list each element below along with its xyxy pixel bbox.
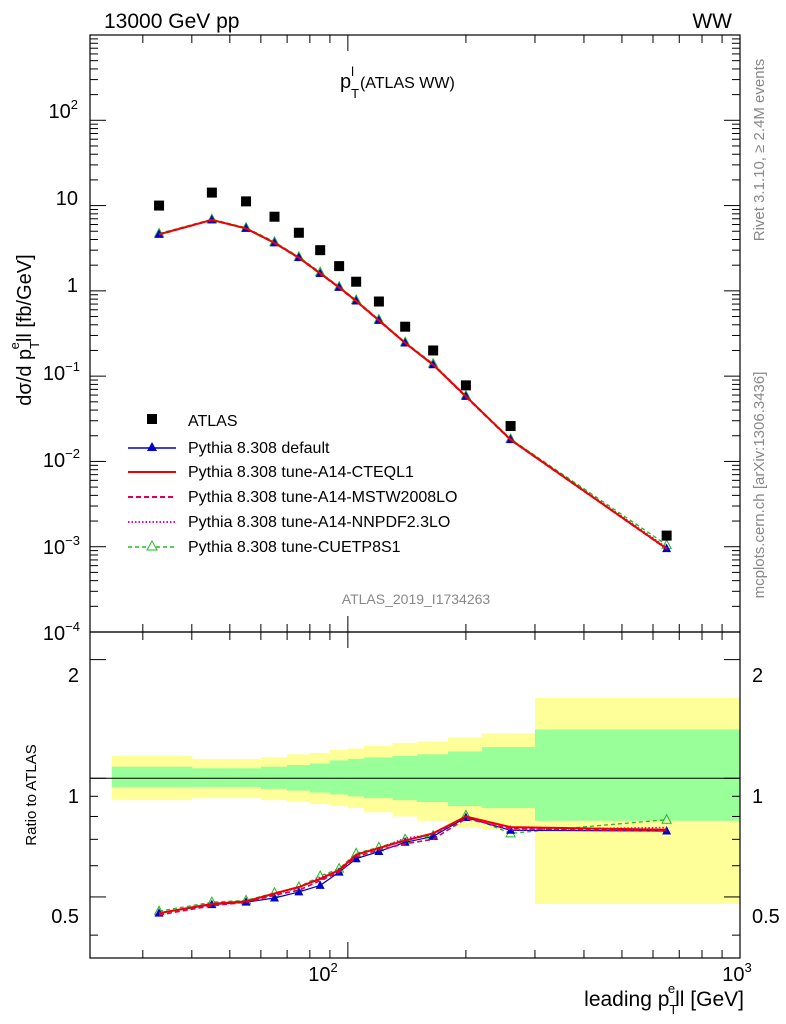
mcplots-label: mcplots.cern.ch [arXiv:1306.3436]: [751, 372, 768, 599]
ratio-band-green: [482, 747, 536, 809]
ratio-band-green: [111, 766, 193, 788]
ratio-tick-left-2: 2: [68, 665, 79, 687]
atlas-data-point: [661, 530, 672, 541]
x-tick-label-1000: 103: [722, 960, 751, 986]
legend-marker-default: [147, 442, 157, 451]
y-tick-label-100: 102: [49, 97, 78, 123]
atlas-data-point: [505, 421, 516, 432]
ratio-series-line: [158, 815, 667, 915]
main-title: pTl(ATLAS WW): [340, 64, 455, 101]
legend-marker-cuetp8s1: [146, 539, 158, 551]
atlas-data-point: [351, 276, 362, 287]
x-tick-labels: 102 103: [308, 960, 751, 986]
energy-label: 13000 GeV pp: [104, 10, 239, 33]
ratio-series-marker: [269, 892, 279, 902]
main-y-tick-labels: 102 10 1 10−1 10−2 10−3 10−4: [43, 97, 80, 645]
atlas-data-point: [334, 261, 345, 272]
ratio-band-green: [191, 768, 231, 788]
ratio-plot-frame: [89, 631, 741, 959]
main-y-axis-label: dσ/d pTell [fb/GeV]: [7, 254, 42, 405]
ratio-tick-right-2: 2: [752, 665, 763, 687]
y-tick-label-1: 1: [67, 275, 78, 297]
ratio-band-green: [347, 758, 365, 797]
legend-label-default: Pythia 8.308 default: [188, 440, 330, 457]
atlas-data-point: [400, 321, 411, 332]
atlas-data-point: [206, 187, 217, 198]
y-tick-label-0.01: 10−2: [43, 446, 80, 472]
atlas-data-point: [241, 196, 252, 207]
atlas-data-point: [269, 211, 280, 222]
atlas-data-point: [428, 345, 439, 356]
ratio-series-marker: [374, 846, 384, 855]
y-tick-label-0.0001: 10−4: [43, 619, 80, 645]
atlas-data-point: [373, 296, 384, 307]
ratio-band-green: [229, 768, 262, 788]
ratio-series-marker: [315, 880, 325, 889]
ratio-series-marker: [506, 825, 516, 834]
x-tick-label-100: 102: [308, 960, 337, 986]
ratio-y-axis-label: Ratio to ATLAS: [23, 744, 40, 845]
legend-label-cteql1: Pythia 8.308 tune-A14-CTEQL1: [188, 464, 414, 481]
x-axis-label: leading pTell [GeV]: [584, 981, 744, 1017]
ratio-tick-left-0.5: 0.5: [51, 906, 79, 928]
ratio-y-tick-labels: 2 1 0.5 2 1 0.5: [51, 665, 780, 928]
legend-label-atlas: ATLAS: [188, 413, 238, 430]
atlas-data-point: [460, 380, 471, 391]
ratio-tick-right-1: 1: [752, 786, 763, 808]
y-tick-label-0.1: 10−1: [43, 359, 80, 385]
ratio-band-green: [329, 760, 349, 795]
ratio-tick-left-1: 1: [68, 786, 79, 808]
ratio-series-marker: [662, 825, 672, 835]
atlas-data-point: [315, 245, 326, 256]
ratio-series-marker: [661, 813, 672, 824]
main-series-line: [158, 218, 668, 550]
atlas-data-point: [154, 200, 165, 211]
ratio-tick-right-0.5: 0.5: [752, 906, 780, 928]
plot-marks: [89, 34, 741, 959]
legend-label-cuetp8s1: Pythia 8.308 tune-CUETP8S1: [188, 539, 401, 556]
ratio-series-marker: [294, 886, 304, 896]
legend-label-mstw: Pythia 8.308 tune-A14-MSTW2008LO: [188, 489, 457, 506]
legend: ATLAS Pythia 8.308 default Pythia 8.308 …: [128, 413, 457, 556]
y-tick-label-0.001: 10−3: [43, 533, 80, 559]
legend-label-nnpdf: Pythia 8.308 tune-A14-NNPDF2.3LO: [188, 514, 450, 531]
process-label: WW: [692, 10, 732, 33]
atlas-data-point: [293, 227, 304, 238]
rivet-version-label: Rivet 3.1.10, ≥ 2.4M events: [751, 59, 768, 242]
y-tick-label-10: 10: [56, 188, 78, 210]
analysis-id: ATLAS_2019_I1734263: [342, 591, 491, 607]
ratio-series-marker: [351, 853, 361, 863]
legend-marker-atlas: [147, 414, 157, 424]
ratio-band-green: [534, 729, 741, 821]
